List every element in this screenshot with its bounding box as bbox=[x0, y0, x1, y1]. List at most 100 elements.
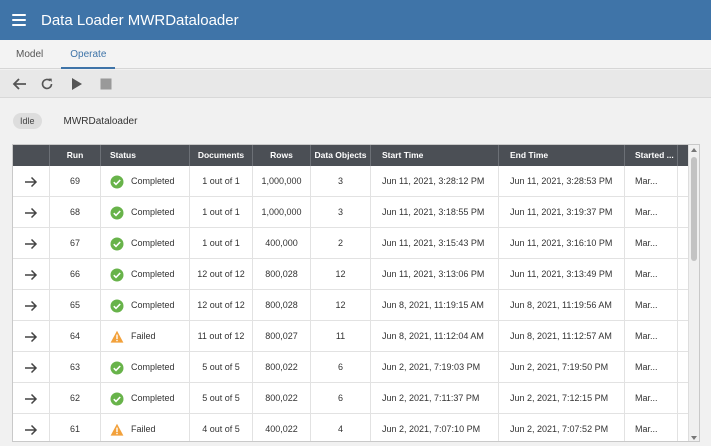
tab-bar: Model Operate bbox=[0, 40, 711, 69]
cell-documents: 12 out of 12 bbox=[190, 259, 253, 290]
scroll-up-icon[interactable] bbox=[691, 148, 697, 152]
cell-status: Failed bbox=[101, 321, 190, 352]
cell-status: Completed bbox=[101, 166, 190, 197]
arrow-right-icon bbox=[24, 393, 38, 405]
app-header: Data Loader MWRDataloader bbox=[0, 0, 711, 40]
table-row[interactable]: 63 Completed 5 out of 5 800,022 6 Jun 2, 2021… bbox=[13, 352, 689, 383]
col-header-action[interactable] bbox=[13, 145, 50, 166]
open-run-button[interactable] bbox=[13, 414, 50, 441]
table-header: Run Status Documents Rows Data Objects S… bbox=[13, 145, 689, 166]
cell-start-time: Jun 2, 2021, 7:07:10 PM bbox=[371, 414, 499, 441]
cell-rows: 1,000,000 bbox=[253, 166, 311, 197]
run-button[interactable] bbox=[67, 74, 87, 94]
cell-started-by: Mar... bbox=[625, 166, 678, 197]
open-run-button[interactable] bbox=[13, 228, 50, 259]
cell-run: 68 bbox=[50, 197, 101, 228]
play-icon bbox=[72, 77, 82, 90]
stop-button[interactable] bbox=[96, 74, 116, 94]
open-run-button[interactable] bbox=[13, 321, 50, 352]
cell-rows: 800,022 bbox=[253, 383, 311, 414]
cell-started-by: Mar... bbox=[625, 290, 678, 321]
table-row[interactable]: 61 Failed 4 out of 5 400,022 4 Jun 2, 2021, 7… bbox=[13, 414, 689, 441]
cell-documents: 1 out of 1 bbox=[190, 228, 253, 259]
cell-run: 67 bbox=[50, 228, 101, 259]
cell-status: Completed bbox=[101, 259, 190, 290]
cell-started-by: Mar... bbox=[625, 197, 678, 228]
tab-model[interactable]: Model bbox=[16, 49, 44, 60]
refresh-button[interactable] bbox=[37, 74, 57, 94]
cell-run: 62 bbox=[50, 383, 101, 414]
col-header-end-time[interactable]: End Time bbox=[499, 145, 625, 166]
cell-started-by: Mar... bbox=[625, 228, 678, 259]
cell-rows: 800,028 bbox=[253, 259, 311, 290]
col-header-status[interactable]: Status bbox=[101, 145, 190, 166]
open-run-button[interactable] bbox=[13, 383, 50, 414]
vertical-scrollbar[interactable] bbox=[688, 145, 699, 441]
cell-end-time: Jun 8, 2021, 11:19:56 AM bbox=[499, 290, 625, 321]
status-label: Completed bbox=[131, 238, 175, 248]
cell-data-objects: 3 bbox=[311, 197, 371, 228]
col-header-started-by[interactable]: Started ... bbox=[625, 145, 678, 166]
cell-run: 63 bbox=[50, 352, 101, 383]
open-run-button[interactable] bbox=[13, 197, 50, 228]
cell-data-objects: 11 bbox=[311, 321, 371, 352]
cell-start-time: Jun 2, 2021, 7:19:03 PM bbox=[371, 352, 499, 383]
cell-start-time: Jun 11, 2021, 3:15:43 PM bbox=[371, 228, 499, 259]
cell-end-time: Jun 2, 2021, 7:12:15 PM bbox=[499, 383, 625, 414]
open-run-button[interactable] bbox=[13, 352, 50, 383]
col-header-start-time[interactable]: Start Time bbox=[371, 145, 499, 166]
cell-documents: 11 out of 12 bbox=[190, 321, 253, 352]
table-row[interactable]: 67 Completed 1 out of 1 400,000 2 Jun 11, 202… bbox=[13, 228, 689, 259]
open-run-button[interactable] bbox=[13, 259, 50, 290]
cell-documents: 1 out of 1 bbox=[190, 197, 253, 228]
arrow-right-icon bbox=[24, 424, 38, 436]
table-row[interactable]: 66 Completed 12 out of 12 800,028 12 Jun 11, … bbox=[13, 259, 689, 290]
table-row[interactable]: 62 Completed 5 out of 5 800,022 6 Jun 2, 2021… bbox=[13, 383, 689, 414]
cell-started-by: Mar... bbox=[625, 259, 678, 290]
cell-end-time: Jun 11, 2021, 3:28:53 PM bbox=[499, 166, 625, 197]
back-button[interactable] bbox=[9, 74, 29, 94]
scroll-thumb[interactable] bbox=[691, 157, 697, 261]
open-run-button[interactable] bbox=[13, 166, 50, 197]
status-label: Failed bbox=[131, 424, 156, 434]
col-header-run[interactable]: Run bbox=[50, 145, 101, 166]
cell-status: Completed bbox=[101, 383, 190, 414]
cell-start-time: Jun 11, 2021, 3:13:06 PM bbox=[371, 259, 499, 290]
status-label: Completed bbox=[131, 300, 175, 310]
cell-started-by: Mar... bbox=[625, 321, 678, 352]
cell-documents: 12 out of 12 bbox=[190, 290, 253, 321]
arrow-right-icon bbox=[24, 269, 38, 281]
col-header-rows[interactable]: Rows bbox=[253, 145, 311, 166]
col-header-data-objects[interactable]: Data Objects bbox=[311, 145, 371, 166]
cell-data-objects: 6 bbox=[311, 383, 371, 414]
cell-data-objects: 3 bbox=[311, 166, 371, 197]
arrow-right-icon bbox=[24, 176, 38, 188]
col-header-documents[interactable]: Documents bbox=[190, 145, 253, 166]
menu-icon[interactable] bbox=[12, 14, 26, 26]
cell-status: Failed bbox=[101, 414, 190, 441]
tab-operate[interactable]: Operate bbox=[61, 40, 116, 69]
cell-rows: 800,022 bbox=[253, 352, 311, 383]
cell-status: Completed bbox=[101, 290, 190, 321]
cell-data-objects: 4 bbox=[311, 414, 371, 441]
loader-name: MWRDataloader bbox=[63, 115, 138, 127]
status-label: Completed bbox=[131, 393, 175, 403]
cell-start-time: Jun 11, 2021, 3:28:12 PM bbox=[371, 166, 499, 197]
table-body: 69 Completed 1 out of 1 1,000,000 3 Jun 11, 2… bbox=[13, 166, 689, 441]
table-row[interactable]: 68 Completed 1 out of 1 1,000,000 3 Jun 11, 2… bbox=[13, 197, 689, 228]
table-row[interactable]: 64 Failed 11 out of 12 800,027 11 Jun 8, 2021… bbox=[13, 321, 689, 352]
open-run-button[interactable] bbox=[13, 290, 50, 321]
table-row[interactable]: 65 Completed 12 out of 12 800,028 12 Jun 8, 2… bbox=[13, 290, 689, 321]
cell-run: 64 bbox=[50, 321, 101, 352]
check-circle-icon bbox=[110, 392, 124, 406]
table-row[interactable]: 69 Completed 1 out of 1 1,000,000 3 Jun 11, 2… bbox=[13, 166, 689, 197]
cell-documents: 1 out of 1 bbox=[190, 166, 253, 197]
cell-run: 66 bbox=[50, 259, 101, 290]
cell-rows: 400,000 bbox=[253, 228, 311, 259]
cell-run: 69 bbox=[50, 166, 101, 197]
check-circle-icon bbox=[110, 361, 124, 375]
cell-documents: 4 out of 5 bbox=[190, 414, 253, 441]
cell-start-time: Jun 8, 2021, 11:19:15 AM bbox=[371, 290, 499, 321]
scroll-down-icon[interactable] bbox=[691, 436, 697, 440]
status-badge: Idle bbox=[13, 113, 42, 129]
